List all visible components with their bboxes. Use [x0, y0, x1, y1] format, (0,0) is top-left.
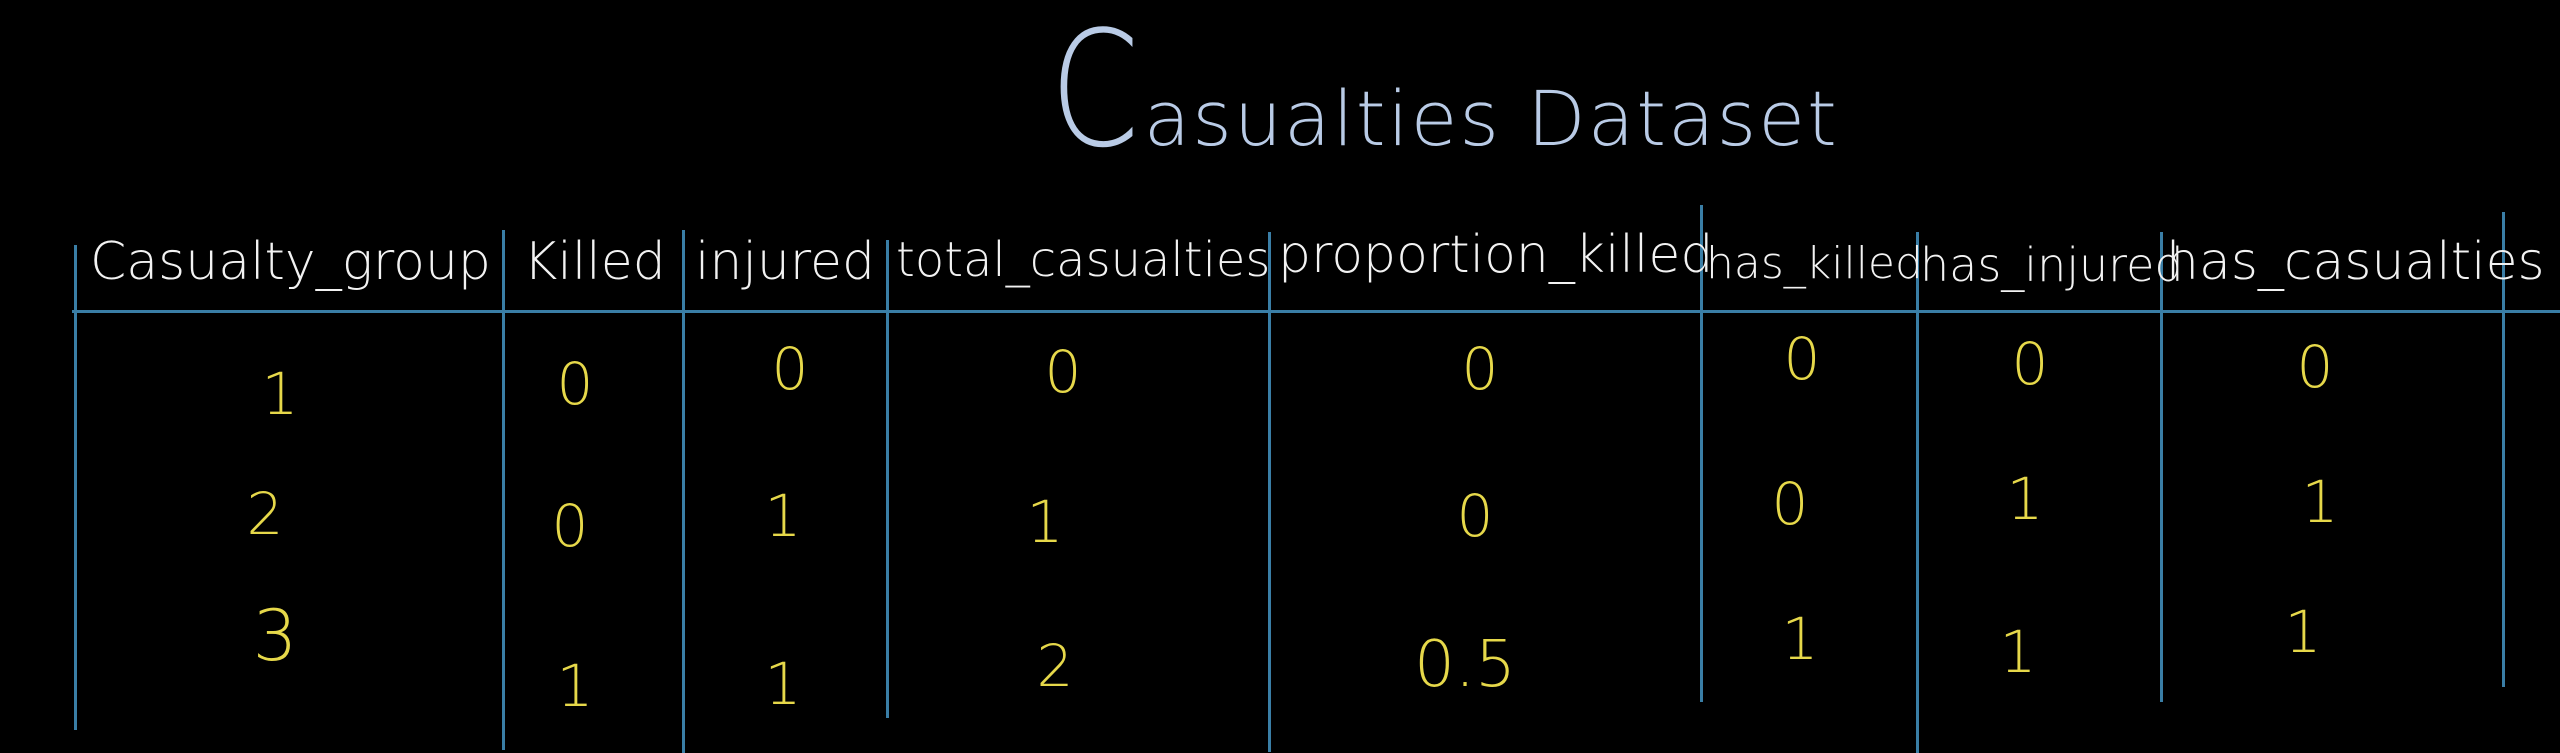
table-cell: 0.5	[1414, 628, 1516, 702]
table-cell: 0	[1771, 470, 1809, 538]
column-header: has_casualties	[2166, 232, 2545, 292]
column-divider	[74, 245, 77, 730]
table-cell: 3	[252, 595, 298, 677]
column-header: has_killed	[1706, 238, 1923, 289]
table-cell: 0	[1783, 325, 1821, 393]
table-cell: 0	[1456, 482, 1494, 550]
table-cell: 0	[556, 350, 594, 418]
table-cell: 2	[246, 480, 284, 548]
column-header: Casualty_group	[90, 232, 491, 292]
table-cell: 1	[1026, 488, 1064, 556]
table-cell: 1	[2284, 598, 2322, 666]
column-header: Killed	[523, 232, 666, 292]
table-cell: 0	[771, 335, 809, 403]
table-cell: 2	[1036, 632, 1074, 700]
table-cell: 0	[2011, 330, 2049, 398]
table-cell: 1	[2301, 468, 2339, 536]
column-divider	[2502, 212, 2505, 687]
table-cell: 1	[261, 360, 299, 428]
column-header: has_injured	[1920, 238, 2184, 292]
title-initial: C	[1050, 0, 1140, 183]
column-header: injured	[694, 232, 876, 292]
table-cell: 1	[1999, 618, 2037, 686]
title-rest: asualties Dataset	[1143, 74, 1839, 163]
table-cell: 0	[1461, 335, 1499, 403]
table-cell: 0	[1044, 338, 1082, 406]
column-divider	[886, 240, 889, 718]
column-divider	[502, 230, 505, 750]
table-cell: 0	[2296, 333, 2334, 401]
table-cell: 1	[556, 652, 594, 720]
column-header: total_casualties	[896, 232, 1271, 288]
column-header: proportion_killed	[1278, 225, 1714, 285]
page-title: Casualties Dataset	[1050, 10, 1839, 170]
header-divider-line	[72, 310, 2560, 313]
table-cell: 1	[1781, 605, 1819, 673]
column-divider	[1268, 232, 1271, 752]
table-cell: 1	[764, 482, 802, 550]
column-divider	[1916, 232, 1919, 753]
column-divider	[682, 230, 685, 753]
table-cell: 0	[551, 492, 589, 560]
column-divider	[1700, 205, 1703, 702]
column-divider	[2160, 232, 2163, 702]
table-cell: 1	[2006, 465, 2044, 533]
table-cell: 1	[764, 650, 802, 718]
